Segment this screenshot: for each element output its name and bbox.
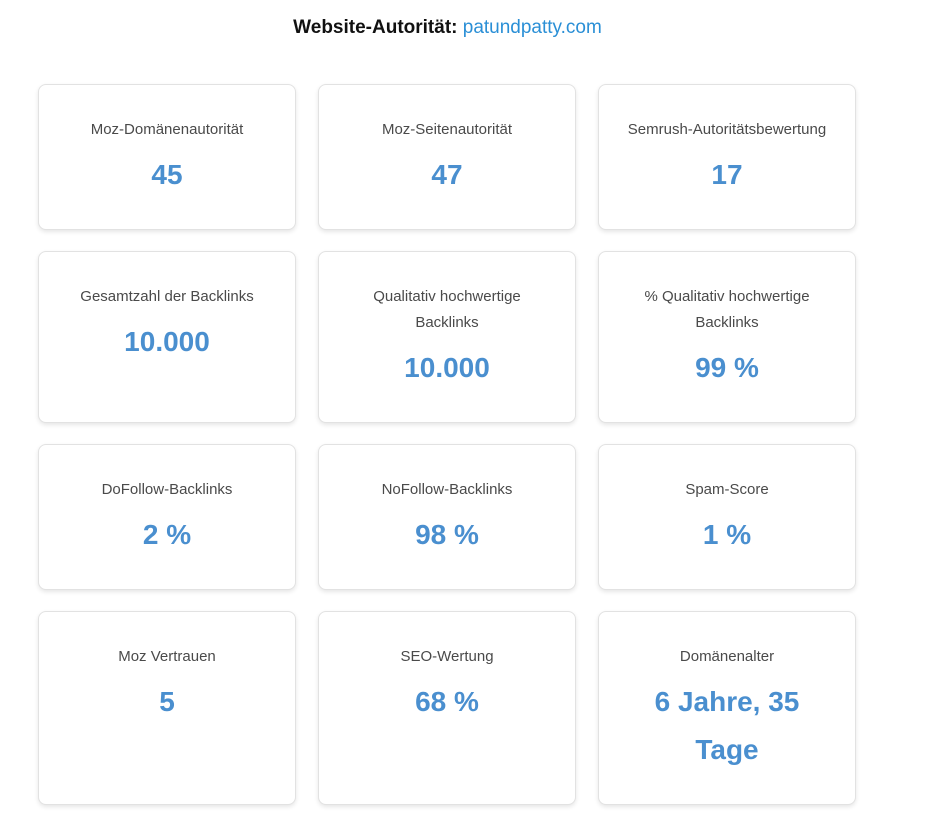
metric-card-semrush-authority: Semrush-Autoritätsbewertung 17 [598,84,856,230]
metric-value: 1 % [702,519,752,550]
metric-value: 10.000 [124,326,210,357]
metric-value: 5 [159,686,175,717]
metric-value: 45 [151,159,183,190]
metric-card-dofollow-backlinks: DoFollow-Backlinks 2 % [38,444,296,590]
metric-value: 47 [431,159,463,190]
metric-label: % Qualitativ hochwertige Backlinks [644,288,810,331]
metric-label: Semrush-Autoritätsbewertung [627,121,827,138]
metric-value: 17 [711,159,743,190]
title-label: Website-Autorität: [293,17,458,38]
metric-card-nofollow-backlinks: NoFollow-Backlinks 98 % [318,444,576,590]
metric-label: Moz Vertrauen [118,648,216,665]
metric-card-moz-trust: Moz Vertrauen 5 [38,611,296,805]
metric-label: SEO-Wertung [400,648,494,665]
metric-value: 98 % [415,519,479,550]
metric-label: Domänenalter [679,648,775,665]
domain-link[interactable]: patundpatty.com [462,17,602,38]
metric-label: DoFollow-Backlinks [101,481,233,498]
metric-card-domain-age: Domänenalter 6 Jahre, 35 Tage [598,611,856,805]
metric-card-moz-page-authority: Moz-Seitenautorität 47 [318,84,576,230]
metric-label: Qualitativ hochwertige Backlinks [373,288,521,331]
metric-card-quality-backlinks: Qualitativ hochwertige Backlinks 10.000 [318,251,576,423]
metric-card-quality-backlinks-percent: % Qualitativ hochwertige Backlinks 99 % [598,251,856,423]
metric-card-total-backlinks: Gesamtzahl der Backlinks 10.000 [38,251,296,423]
metric-card-spam-score: Spam-Score 1 % [598,444,856,590]
metric-card-moz-domain-authority: Moz-Domänenautorität 45 [38,84,296,230]
page-title: Website-Autorität: patundpatty.com [0,16,895,40]
metric-label: Moz-Domänenautorität [90,121,244,138]
metric-value: 10.000 [404,352,490,383]
metric-value: 2 % [142,519,192,550]
metric-label: Spam-Score [685,481,769,498]
metric-label: NoFollow-Backlinks [381,481,513,498]
metric-card-seo-score: SEO-Wertung 68 % [318,611,576,805]
metric-value: 6 Jahre, 35 Tage [654,686,800,765]
metric-label: Moz-Seitenautorität [381,121,513,138]
metric-value: 99 % [695,352,759,383]
metric-label: Gesamtzahl der Backlinks [80,288,254,305]
metric-value: 68 % [415,686,479,717]
